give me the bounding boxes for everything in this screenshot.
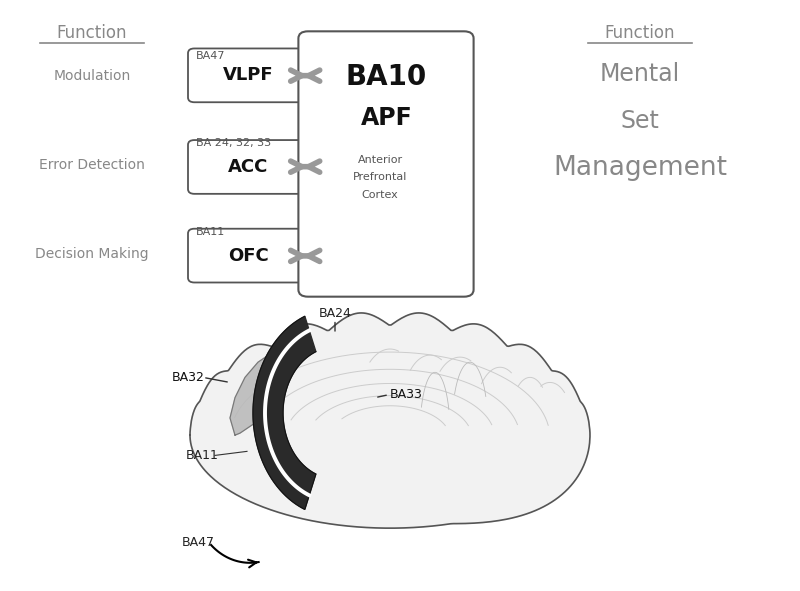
Text: Cortex: Cortex [362, 190, 398, 200]
FancyBboxPatch shape [298, 31, 474, 297]
Text: Mental: Mental [600, 62, 680, 86]
Polygon shape [190, 313, 590, 528]
Text: BA24: BA24 [318, 307, 351, 320]
Text: BA47: BA47 [196, 51, 226, 61]
FancyBboxPatch shape [188, 140, 309, 194]
Text: BA11: BA11 [196, 227, 226, 236]
Text: Error Detection: Error Detection [39, 158, 145, 173]
Text: BA10: BA10 [346, 63, 427, 91]
Polygon shape [253, 316, 316, 509]
Text: BA33: BA33 [390, 388, 423, 401]
Text: VLPF: VLPF [223, 66, 274, 85]
Text: BA 24, 32, 33: BA 24, 32, 33 [196, 138, 271, 148]
Text: Management: Management [553, 155, 727, 181]
Text: ACC: ACC [228, 158, 269, 176]
Text: Function: Function [57, 24, 127, 41]
FancyBboxPatch shape [188, 229, 309, 282]
Polygon shape [230, 354, 285, 435]
Text: APF: APF [361, 106, 412, 130]
Text: BA47: BA47 [182, 536, 214, 549]
Text: OFC: OFC [228, 246, 269, 265]
Text: Function: Function [605, 24, 675, 41]
Text: Modulation: Modulation [54, 69, 130, 83]
Text: Anterior: Anterior [358, 155, 402, 164]
Text: BA11: BA11 [186, 449, 218, 462]
Text: Set: Set [621, 109, 659, 133]
Text: Prefrontal: Prefrontal [353, 173, 407, 182]
FancyBboxPatch shape [188, 48, 309, 102]
Text: Decision Making: Decision Making [35, 247, 149, 261]
Text: BA32: BA32 [171, 371, 205, 384]
